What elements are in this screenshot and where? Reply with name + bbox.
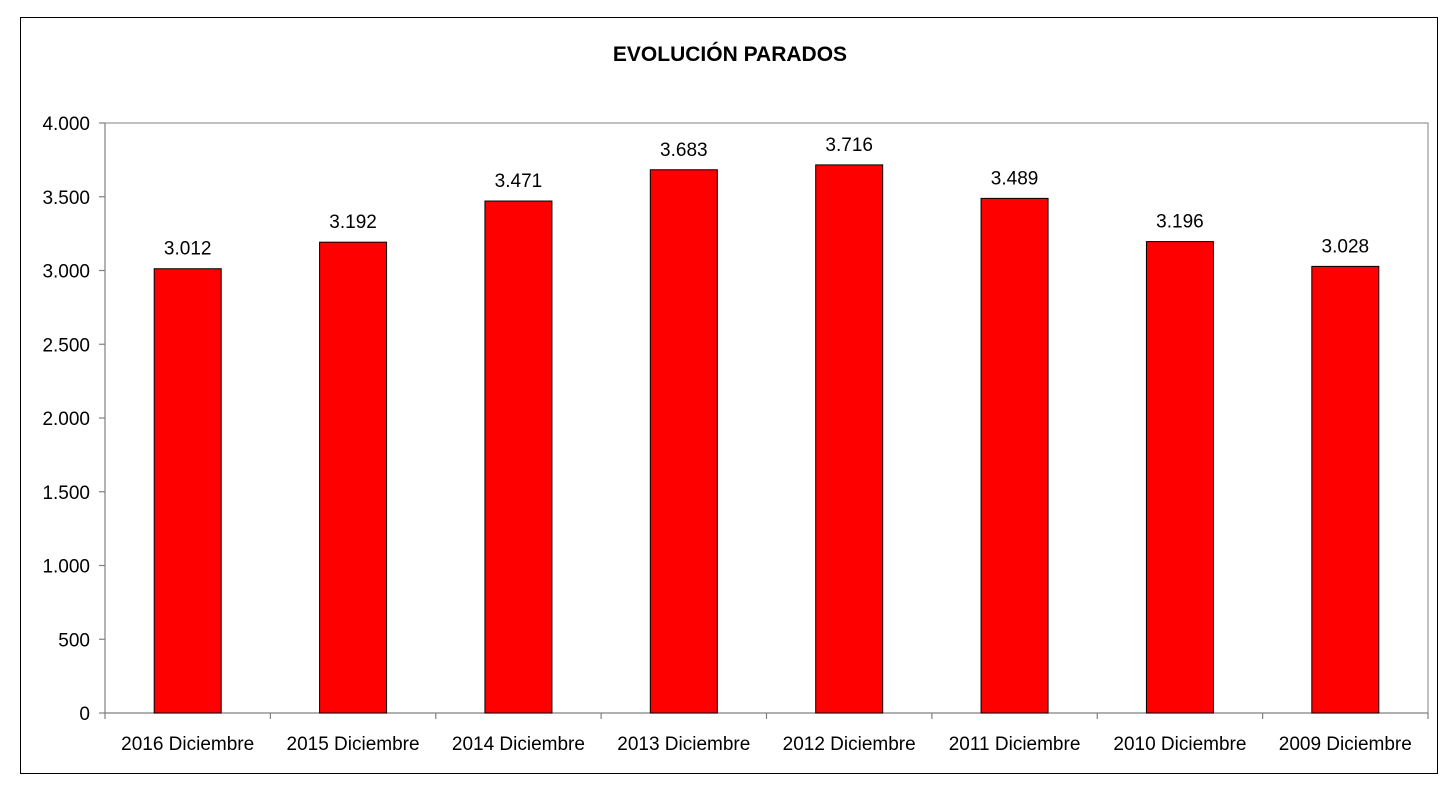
data-label: 3.716 [825, 135, 873, 156]
y-tick-label: 1.000 [42, 557, 90, 578]
x-category-label: 2015 Diciembre [287, 734, 420, 755]
bar [815, 164, 884, 714]
data-label: 3.028 [1322, 236, 1370, 257]
data-label: 3.192 [329, 212, 377, 233]
data-label: 3.489 [991, 168, 1039, 189]
x-category-label: 2009 Diciembre [1279, 734, 1412, 755]
bar [1311, 265, 1380, 714]
y-tick-label: 4.000 [42, 114, 90, 135]
x-category-label: 2011 Diciembre [949, 734, 1081, 755]
y-tick-label: 3.500 [42, 188, 90, 209]
x-category-label: 2010 Diciembre [1113, 734, 1246, 755]
x-category-label: 2013 Diciembre [617, 734, 750, 755]
bar [153, 268, 222, 714]
x-category-label: 2016 Diciembre [121, 734, 254, 755]
y-tick-label: 1.500 [42, 483, 90, 504]
bar [980, 197, 1049, 714]
data-label: 3.683 [660, 140, 708, 161]
bar [649, 169, 718, 714]
bar [319, 241, 388, 714]
plot-area: 0 500 1.000 1.500 2.000 2.500 3.000 3.500 4.000 3… [42, 114, 1429, 755]
y-tick-label: 0 [79, 704, 90, 725]
x-category-label: 2014 Diciembre [452, 734, 585, 755]
bar [484, 200, 553, 714]
y-tick-label: 2.500 [42, 335, 90, 356]
bar [1145, 241, 1214, 714]
y-tick-label: 2.000 [42, 409, 90, 430]
data-label: 3.012 [164, 239, 212, 260]
plot-border [104, 122, 1429, 714]
x-category-label: 2012 Diciembre [783, 734, 916, 755]
chart-title: EVOLUCIÓN PARADOS [613, 42, 847, 66]
y-tick-label: 500 [58, 630, 90, 651]
data-label: 3.471 [495, 171, 543, 192]
data-label: 3.196 [1156, 212, 1204, 233]
y-tick-label: 3.000 [42, 262, 90, 283]
